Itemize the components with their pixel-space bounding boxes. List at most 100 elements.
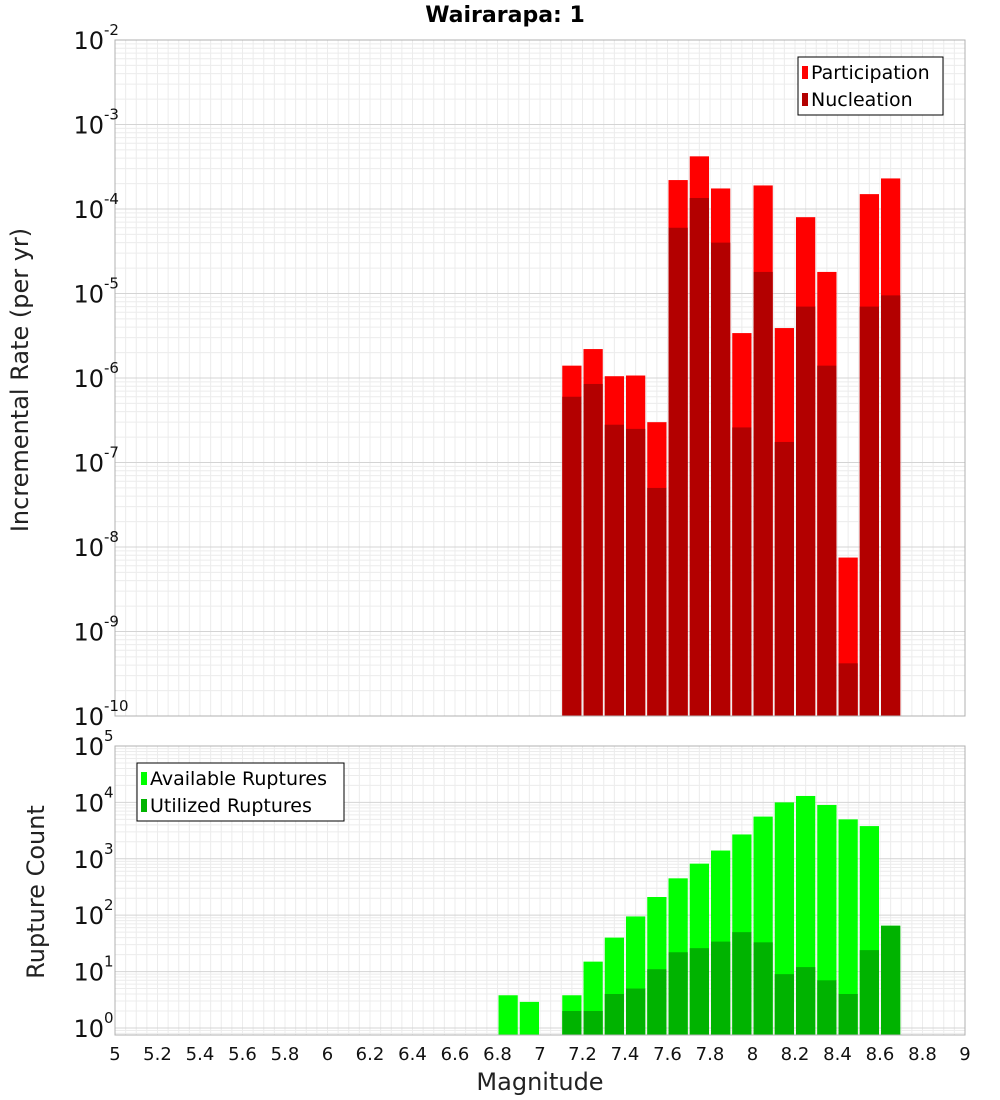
count-legend: Available Ruptures Utilized Ruptures (136, 762, 345, 822)
bar-overlay-utilized-ruptures (626, 988, 646, 1035)
y-tick-label: 10 (73, 703, 104, 731)
y-tick-exponent: -7 (104, 444, 119, 462)
legend-label: Participation (811, 62, 930, 84)
bar-overlay-utilized-ruptures (838, 994, 858, 1035)
bar-overlay-nucleation (689, 197, 709, 716)
x-tick-label: 8.2 (781, 1044, 810, 1065)
x-tick-label: 8.6 (866, 1044, 895, 1065)
bar-overlay-utilized-ruptures (817, 980, 837, 1035)
bar-overlay-nucleation (838, 663, 858, 716)
bar-overlay-nucleation (732, 427, 752, 716)
y-tick-exponent: 4 (104, 783, 114, 801)
x-tick-label: 7.2 (568, 1044, 597, 1065)
bar-overlay-nucleation (562, 396, 582, 716)
y-tick-label: 10 (73, 902, 104, 930)
x-tick-label: 5.8 (271, 1044, 300, 1065)
x-tick-label: 6.4 (398, 1044, 427, 1065)
y-tick-label: 10 (73, 281, 104, 309)
x-tick-label: 8 (747, 1044, 758, 1065)
chart-title: Wairarapa: 1 (425, 3, 585, 28)
x-axis-label: Magnitude (476, 1068, 603, 1096)
x-tick-label: 6.6 (441, 1044, 470, 1065)
y-tick-label: 10 (73, 846, 104, 874)
bar-available-ruptures (838, 819, 858, 1035)
bar-overlay-utilized-ruptures (604, 994, 624, 1035)
bar-overlay-nucleation (859, 306, 879, 716)
bar-overlay-utilized-ruptures (668, 952, 688, 1035)
bar-overlay-utilized-ruptures (881, 925, 901, 1035)
bar-overlay-nucleation (774, 441, 794, 716)
y-tick-label: 10 (73, 619, 104, 647)
x-tick-label: 9 (959, 1044, 970, 1065)
y-tick-label: 10 (73, 959, 104, 987)
bar-overlay-nucleation (753, 271, 773, 716)
x-tick-label: 8.8 (908, 1044, 937, 1065)
y-tick-exponent: 0 (104, 1009, 114, 1027)
count-bars (498, 795, 901, 1035)
x-tick-label: 5.6 (228, 1044, 257, 1065)
y-tick-exponent: -8 (104, 528, 119, 546)
bar-overlay-utilized-ruptures (753, 942, 773, 1035)
bar-overlay-utilized-ruptures (732, 932, 752, 1035)
x-tick-label: 5 (109, 1044, 120, 1065)
bar-overlay-nucleation (817, 365, 837, 716)
legend-label: Utilized Ruptures (150, 795, 312, 817)
y-tick-exponent: -9 (104, 613, 119, 631)
y-tick-exponent: -10 (104, 697, 129, 715)
legend-swatch-participation (802, 66, 808, 79)
legend-label: Available Ruptures (150, 768, 327, 790)
x-tick-label: 5.4 (186, 1044, 215, 1065)
bar-overlay-nucleation (668, 227, 688, 716)
bar-overlay-nucleation (626, 428, 646, 716)
x-tick-label: 6.2 (356, 1044, 385, 1065)
bar-overlay-utilized-ruptures (796, 967, 816, 1035)
y-tick-exponent: -6 (104, 359, 119, 377)
bar-available-ruptures (519, 1001, 539, 1035)
y-tick-label: 10 (73, 733, 104, 761)
bar-overlay-utilized-ruptures (647, 969, 667, 1035)
bar-overlay-nucleation (647, 487, 667, 716)
bar-overlay-nucleation (583, 383, 603, 716)
y-tick-exponent: -2 (104, 21, 119, 39)
y-tick-label: 10 (73, 365, 104, 393)
bar-overlay-nucleation (881, 295, 901, 716)
y-tick-exponent: -3 (104, 106, 119, 124)
x-tick-label: 7.6 (653, 1044, 682, 1065)
x-tick-label: 5.2 (143, 1044, 172, 1065)
rate-legend: Participation Nucleation (797, 56, 944, 116)
y-tick-exponent: 3 (104, 840, 114, 858)
bar-overlay-utilized-ruptures (859, 950, 879, 1035)
bar-overlay-utilized-ruptures (711, 941, 731, 1035)
y-tick-label: 10 (73, 27, 104, 55)
legend-swatch-available-ruptures (141, 772, 147, 785)
rate-plot-frame (114, 39, 966, 717)
bar-overlay-nucleation (711, 242, 731, 717)
y-tick-label: 10 (73, 196, 104, 224)
bar-overlay-nucleation (604, 424, 624, 716)
legend-label: Nucleation (811, 89, 913, 111)
x-tick-label: 7.8 (696, 1044, 725, 1065)
legend-box (136, 762, 345, 822)
x-ticks: 5 5.2 5.4 5.6 5.8 6 6.2 6.4 6.6 6.8 7 7.2 7.4 7.6 7.8 8… (109, 1044, 970, 1065)
y-tick-label: 10 (73, 450, 104, 478)
bar-available-ruptures (498, 995, 518, 1035)
y-tick-exponent: 1 (104, 953, 114, 971)
legend-swatch-utilized-ruptures (141, 799, 147, 812)
y-tick-label: 10 (73, 789, 104, 817)
bar-overlay-utilized-ruptures (689, 948, 709, 1035)
y-tick-label: 10 (73, 534, 104, 562)
bar-overlay-nucleation (796, 306, 816, 716)
count-y-axis-label: Rupture Count (22, 805, 50, 979)
x-tick-label: 6.8 (483, 1044, 512, 1065)
x-tick-label: 7 (534, 1044, 545, 1065)
rate-y-axis-label: Incremental Rate (per yr) (6, 228, 34, 532)
y-tick-exponent: -5 (104, 275, 119, 293)
y-tick-label: 10 (73, 112, 104, 140)
bar-overlay-utilized-ruptures (583, 1010, 603, 1035)
y-tick-label: 10 (73, 1015, 104, 1043)
